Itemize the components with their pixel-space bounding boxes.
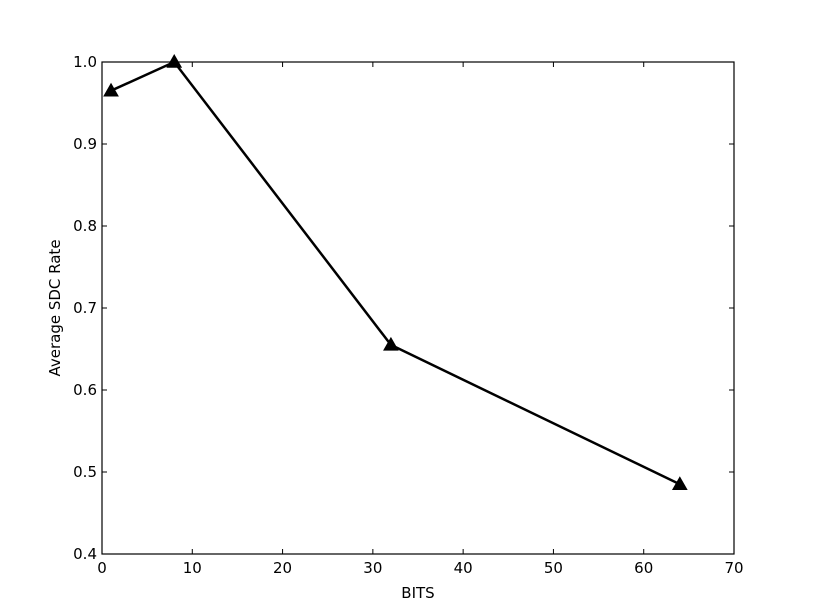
y-tick-label: 0.4: [73, 545, 97, 563]
x-tick-label: 60: [634, 559, 653, 577]
y-tick-label: 0.5: [73, 463, 97, 481]
x-tick-label: 0: [97, 559, 107, 577]
x-tick-label: 70: [724, 559, 743, 577]
data-point-marker: [671, 476, 688, 491]
plot-frame: [101, 61, 735, 555]
data-point-marker: [103, 82, 119, 97]
x-tick-label: 10: [183, 559, 202, 577]
y-tick-label: 0.9: [73, 135, 97, 153]
x-tick-label: 30: [363, 559, 382, 577]
plot-area: [102, 62, 734, 554]
x-axis-label: BITS: [401, 584, 434, 602]
y-tick-label: 1.0: [73, 53, 97, 71]
series-line: [110, 60, 681, 486]
y-tick-label: 0.8: [73, 217, 97, 235]
x-tick-label: 50: [544, 559, 563, 577]
y-tick-label: 0.7: [73, 299, 97, 317]
axis-ticks: 0 10 20 30 40 50 60 70 0.4 0.5 0.6 0.7 0.8 0.9 1.0: [73, 53, 743, 577]
x-tick-label: 40: [454, 559, 473, 577]
data-point-marker: [383, 336, 399, 351]
y-tick-label: 0.6: [73, 381, 97, 399]
series-layer: [103, 53, 688, 491]
y-axis-label: Average SDC Rate: [46, 239, 64, 376]
data-point-marker: [166, 53, 183, 68]
x-tick-label: 20: [273, 559, 292, 577]
